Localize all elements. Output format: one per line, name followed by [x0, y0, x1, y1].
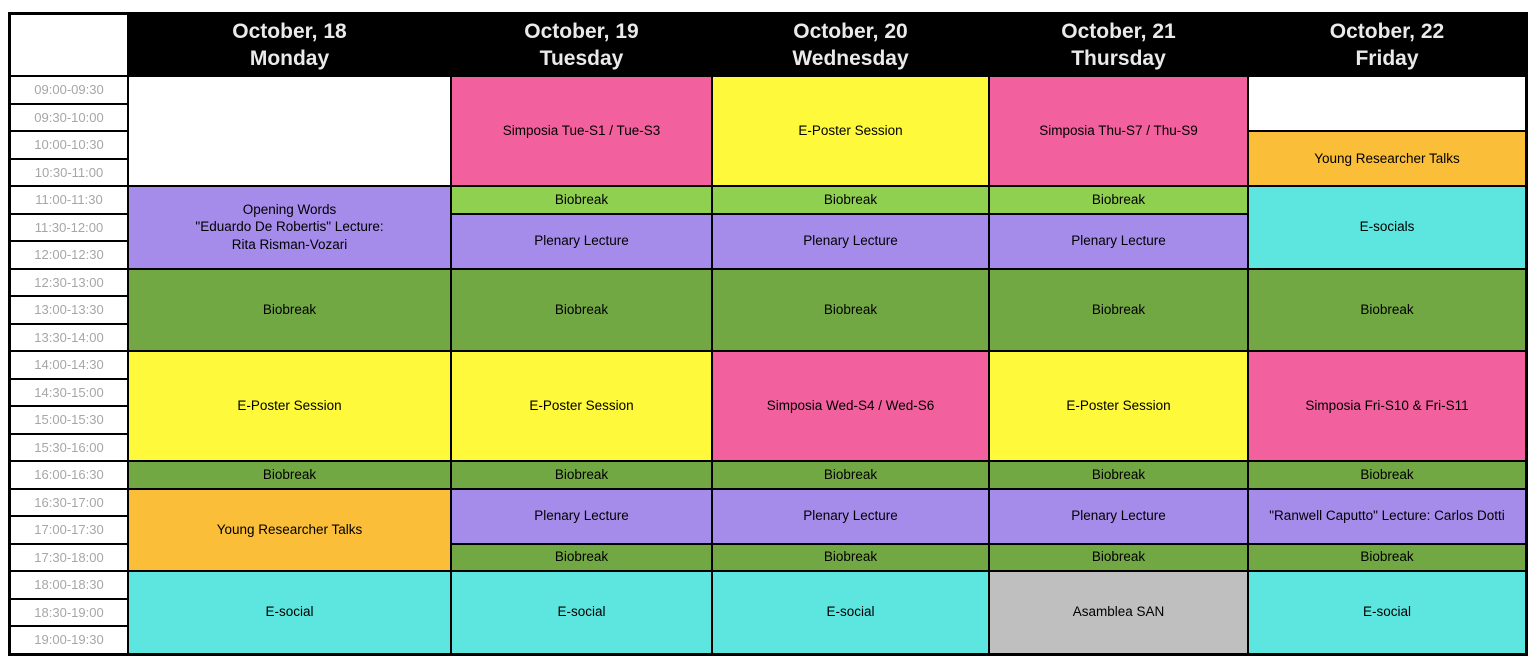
- event-cell: Biobreak: [713, 462, 988, 488]
- time-slot-label: 12:30-13:00: [11, 269, 127, 295]
- day-weekday: Friday: [1355, 47, 1419, 70]
- event-cell: Biobreak: [713, 544, 988, 570]
- event-cell: E-social: [1249, 572, 1525, 653]
- event-cell: Biobreak: [990, 462, 1247, 488]
- event-cell: Plenary Lecture: [990, 214, 1247, 268]
- schedule-table: October, 18 Monday October, 19 Tuesday O…: [8, 12, 1528, 656]
- day-weekday: Tuesday: [539, 47, 624, 70]
- event-cell: Biobreak: [1249, 544, 1525, 570]
- event-cell: Opening Words "Eduardo De Robertis" Lect…: [129, 187, 450, 268]
- day-date: October, 21: [1061, 19, 1176, 43]
- day-date: October, 22: [1329, 19, 1445, 43]
- event-cell: Simposia Thu-S7 / Thu-S9: [990, 77, 1247, 185]
- time-slot-label: 12:00-12:30: [11, 242, 127, 268]
- time-slot-label: 15:00-15:30: [11, 407, 127, 433]
- time-slot-label: 14:30-15:00: [11, 379, 127, 405]
- event-cell: Simposia Wed-S4 / Wed-S6: [713, 352, 988, 460]
- time-slot-label: 18:30-19:00: [11, 599, 127, 625]
- day-header-wednesday: October, 20 Wednesday: [713, 15, 988, 75]
- event-cell: E-Poster Session: [452, 352, 711, 460]
- event-cell: Simposia Tue-S1 / Tue-S3: [452, 77, 711, 185]
- event-cell: E-social: [713, 572, 988, 653]
- event-cell: Simposia Fri-S10 & Fri-S11: [1249, 352, 1525, 460]
- event-cell: Biobreak: [990, 269, 1247, 350]
- day-header-monday: October, 18 Monday: [129, 15, 450, 75]
- event-cell: Plenary Lecture: [713, 214, 988, 268]
- time-slot-label: 11:00-11:30: [11, 187, 127, 213]
- event-cell: Young Researcher Talks: [1249, 132, 1525, 185]
- time-slot-label: 10:00-10:30: [11, 132, 127, 158]
- event-cell: Asamblea SAN: [990, 572, 1247, 653]
- event-cell: Young Researcher Talks: [129, 489, 450, 570]
- time-slot-label: 15:30-16:00: [11, 434, 127, 460]
- time-slot-label: 17:00-17:30: [11, 517, 127, 543]
- time-slot-label: 13:00-13:30: [11, 297, 127, 323]
- event-cell: Biobreak: [452, 544, 711, 570]
- empty-cell: [129, 77, 450, 185]
- event-cell: E-Poster Session: [713, 77, 988, 185]
- time-slot-label: 18:00-18:30: [11, 572, 127, 598]
- time-slot-label: 16:00-16:30: [11, 462, 127, 488]
- event-cell: Biobreak: [713, 187, 988, 213]
- day-header-friday: October, 22 Friday: [1249, 15, 1525, 75]
- day-date: October, 19: [524, 19, 639, 43]
- event-cell: Biobreak: [129, 269, 450, 350]
- schedule-grid: October, 18 Monday October, 19 Tuesday O…: [8, 12, 1528, 656]
- event-cell: Plenary Lecture: [990, 489, 1247, 543]
- event-cell: Biobreak: [452, 462, 711, 488]
- event-cell: Biobreak: [129, 462, 450, 488]
- corner-cell: [11, 15, 127, 75]
- event-cell: Biobreak: [713, 269, 988, 350]
- day-date: October, 18: [232, 19, 347, 43]
- day-weekday: Wednesday: [792, 47, 909, 70]
- event-cell: Biobreak: [1249, 462, 1525, 488]
- event-cell: Biobreak: [990, 187, 1247, 213]
- event-cell: "Ranwell Caputto" Lecture: Carlos Dotti: [1249, 489, 1525, 543]
- time-slot-label: 17:30-18:00: [11, 544, 127, 570]
- day-header-tuesday: October, 19 Tuesday: [452, 15, 711, 75]
- event-cell: Plenary Lecture: [452, 489, 711, 543]
- event-cell: E-social: [129, 572, 450, 653]
- day-weekday: Thursday: [1071, 47, 1166, 70]
- event-cell: E-social: [452, 572, 711, 653]
- time-slot-label: 19:00-19:30: [11, 627, 127, 653]
- time-slot-label: 16:30-17:00: [11, 489, 127, 515]
- time-slot-label: 14:00-14:30: [11, 352, 127, 378]
- event-cell: Plenary Lecture: [452, 214, 711, 268]
- event-cell: E-socials: [1249, 187, 1525, 268]
- event-cell: E-Poster Session: [990, 352, 1247, 460]
- event-cell: Plenary Lecture: [713, 489, 988, 543]
- event-cell: E-Poster Session: [129, 352, 450, 460]
- time-slot-label: 10:30-11:00: [11, 159, 127, 185]
- event-cell: Biobreak: [1249, 269, 1525, 350]
- day-header-thursday: October, 21 Thursday: [990, 15, 1247, 75]
- day-weekday: Monday: [249, 47, 330, 70]
- day-date: October, 20: [793, 19, 908, 43]
- empty-cell: [1249, 77, 1525, 130]
- time-slot-label: 09:30-10:00: [11, 104, 127, 130]
- time-slot-label: 11:30-12:00: [11, 214, 127, 240]
- event-cell: Biobreak: [452, 187, 711, 213]
- time-slot-label: 13:30-14:00: [11, 324, 127, 350]
- event-cell: Biobreak: [452, 269, 711, 350]
- event-cell: Biobreak: [990, 544, 1247, 570]
- time-slot-label: 09:00-09:30: [11, 77, 127, 103]
